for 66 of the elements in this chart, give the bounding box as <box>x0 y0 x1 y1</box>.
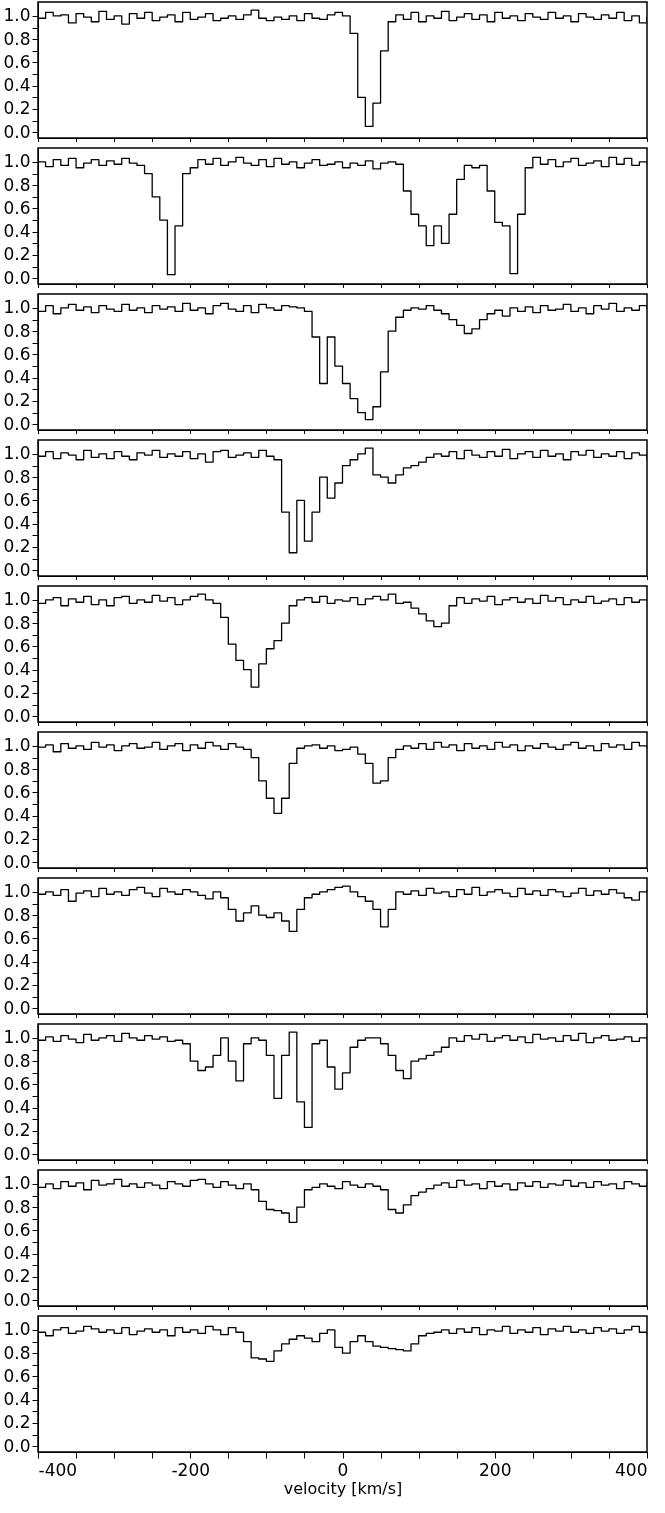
y-tick-label: 0.8 <box>3 174 31 195</box>
y-tick-label: 1.0 <box>3 151 31 172</box>
y-tick-label: 0.8 <box>3 28 31 49</box>
y-tick-label: 0.6 <box>3 343 31 364</box>
y-tick-label: 0.4 <box>3 513 31 534</box>
y-tick-label: 0.8 <box>3 1196 31 1217</box>
y-tick-label: 0.2 <box>3 828 31 849</box>
y-tick-label: 0.8 <box>3 904 31 925</box>
y-tick-label: 0.4 <box>3 1243 31 1264</box>
y-tick-label: 0.2 <box>3 682 31 703</box>
y-tick-label: 0.4 <box>3 1097 31 1118</box>
x-tick-label: 400 <box>615 1459 648 1480</box>
y-tick-label: 0.0 <box>3 1289 31 1310</box>
y-tick-label: 0.0 <box>3 1143 31 1164</box>
y-tick-label: 0.6 <box>3 781 31 802</box>
y-tick-label: 0.2 <box>3 1266 31 1287</box>
y-tick-label: 0.6 <box>3 489 31 510</box>
y-tick-label: 0.6 <box>3 197 31 218</box>
y-tick-label: 1.0 <box>3 443 31 464</box>
y-tick-label: 0.6 <box>3 635 31 656</box>
y-tick-label: 0.6 <box>3 1219 31 1240</box>
y-tick-label: 1.0 <box>3 1027 31 1048</box>
y-tick-label: 1.0 <box>3 735 31 756</box>
y-tick-label: 0.0 <box>3 1435 31 1456</box>
x-tick-label: 200 <box>479 1459 512 1480</box>
y-tick-label: 0.4 <box>3 1389 31 1410</box>
y-tick-label: 1.0 <box>3 1319 31 1340</box>
y-tick-label: 0.8 <box>3 320 31 341</box>
y-tick-label: 0.2 <box>3 98 31 119</box>
y-tick-label: 0.0 <box>3 705 31 726</box>
y-tick-label: 1.0 <box>3 589 31 610</box>
y-tick-label: 0.2 <box>3 390 31 411</box>
y-tick-label: 0.8 <box>3 1342 31 1363</box>
y-tick-label: 0.0 <box>3 267 31 288</box>
y-tick-label: 0.8 <box>3 1050 31 1071</box>
x-tick-label: -200 <box>171 1459 211 1480</box>
y-tick-label: 0.4 <box>3 805 31 826</box>
y-tick-label: 0.0 <box>3 851 31 872</box>
y-tick-label: 0.6 <box>3 1365 31 1386</box>
y-tick-label: 0.6 <box>3 1073 31 1094</box>
y-tick-label: 0.0 <box>3 413 31 434</box>
y-tick-label: 0.0 <box>3 997 31 1018</box>
y-tick-label: 0.4 <box>3 951 31 972</box>
y-tick-label: 1.0 <box>3 5 31 26</box>
y-tick-label: 0.6 <box>3 51 31 72</box>
y-tick-label: 1.0 <box>3 1173 31 1194</box>
y-tick-label: 0.2 <box>3 1412 31 1433</box>
x-tick-label: 0 <box>337 1459 349 1480</box>
y-tick-label: 0.8 <box>3 612 31 633</box>
y-tick-label: 0.4 <box>3 659 31 680</box>
y-tick-label: 0.4 <box>3 75 31 96</box>
x-axis-title: velocity [km/s] <box>283 1478 403 1498</box>
y-tick-label: 1.0 <box>3 881 31 902</box>
y-tick-label: 0.4 <box>3 221 31 242</box>
y-tick-label: 0.6 <box>3 927 31 948</box>
y-tick-label: 1.0 <box>3 297 31 318</box>
y-tick-label: 0.2 <box>3 244 31 265</box>
y-tick-label: 0.2 <box>3 974 31 995</box>
y-tick-label: 0.8 <box>3 466 31 487</box>
y-tick-label: 0.8 <box>3 758 31 779</box>
y-tick-label: 0.0 <box>3 121 31 142</box>
y-tick-label: 0.2 <box>3 1120 31 1141</box>
y-tick-label: 0.0 <box>3 559 31 580</box>
y-tick-label: 0.2 <box>3 536 31 557</box>
y-tick-label: 0.4 <box>3 367 31 388</box>
x-tick-label: -400 <box>38 1459 78 1480</box>
